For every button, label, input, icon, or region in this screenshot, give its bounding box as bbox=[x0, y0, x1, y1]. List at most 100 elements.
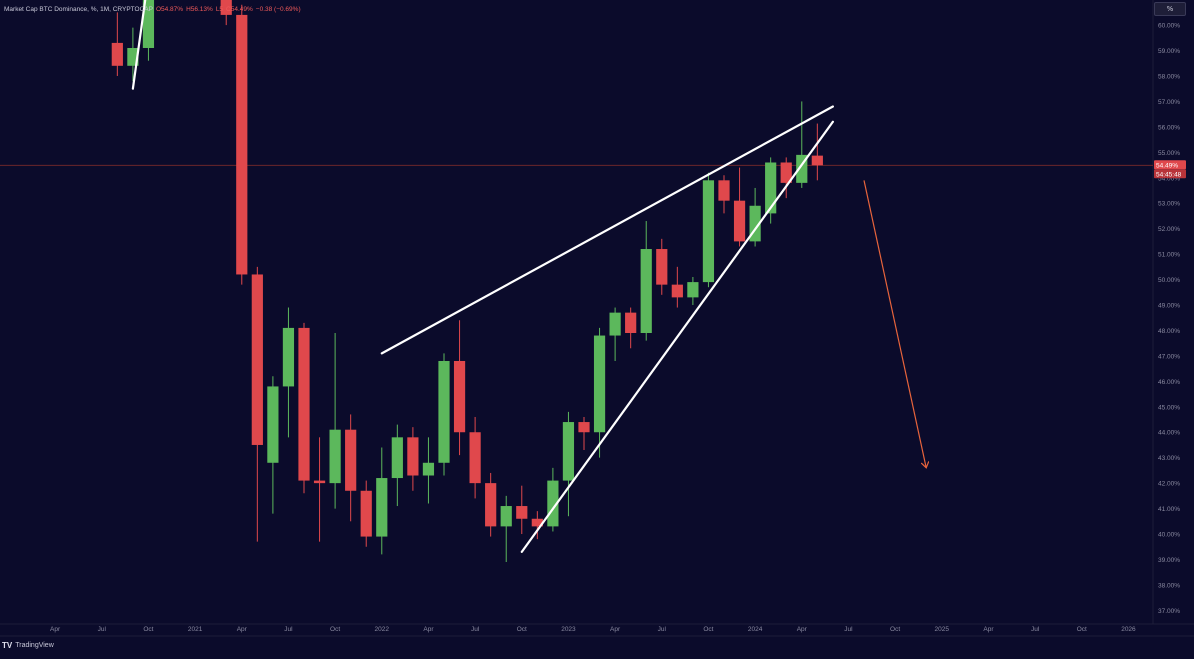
candle bbox=[531, 511, 543, 540]
candle bbox=[329, 332, 341, 509]
candle-body bbox=[811, 155, 823, 166]
candle bbox=[547, 467, 559, 532]
candle-body bbox=[578, 422, 590, 433]
candle-body bbox=[236, 14, 248, 275]
candle-body bbox=[625, 312, 637, 333]
time-axis-tick: 2025 bbox=[935, 626, 950, 633]
candle-body bbox=[796, 154, 808, 183]
price-axis-tick: 37.00% bbox=[1158, 608, 1180, 615]
time-axis[interactable]: Apr Jul Oct 2021 Apr Jul Oct 2022 Apr Jul Oct 2023 A… bbox=[50, 626, 1136, 633]
candle bbox=[718, 175, 730, 214]
tradingview-logo-icon: TV bbox=[2, 640, 13, 650]
candle bbox=[749, 187, 761, 247]
candle bbox=[220, 0, 232, 26]
candle-body bbox=[702, 180, 715, 283]
time-axis-tick: Jul bbox=[284, 626, 293, 633]
price-axis-tick: 43.00% bbox=[1158, 455, 1180, 462]
candle-body bbox=[640, 249, 652, 333]
time-axis-tick: 2024 bbox=[748, 626, 763, 633]
candle-body bbox=[360, 490, 372, 537]
candle bbox=[236, 4, 248, 285]
candle bbox=[345, 414, 357, 522]
candle bbox=[811, 123, 823, 181]
tradingview-brand[interactable]: TV TradingView bbox=[2, 637, 54, 653]
price-axis-tick: 57.00% bbox=[1158, 99, 1180, 106]
price-axis-tick: 54.00% bbox=[1158, 175, 1180, 182]
candle-body bbox=[345, 429, 357, 491]
candle bbox=[127, 27, 139, 82]
candle bbox=[562, 411, 575, 517]
time-axis-tick: Jul bbox=[658, 626, 667, 633]
time-axis-tick: Oct bbox=[330, 626, 340, 633]
candle-body bbox=[376, 478, 388, 537]
price-axis-tick: 42.00% bbox=[1158, 481, 1180, 488]
candle-body bbox=[547, 480, 559, 527]
candle-body bbox=[111, 42, 123, 66]
candle-body bbox=[469, 432, 481, 484]
candle bbox=[609, 307, 621, 361]
price-axis-tick: 41.00% bbox=[1158, 506, 1180, 513]
candle bbox=[251, 266, 263, 542]
percent-scale-button[interactable]: % bbox=[1154, 2, 1186, 16]
candle bbox=[282, 307, 295, 438]
price-axis-tick: 51.00% bbox=[1158, 252, 1180, 259]
candles-layer bbox=[111, 0, 823, 563]
price-axis[interactable]: 60.00% 59.00% 58.00% 57.00% 56.00% 55.00% 54.0… bbox=[1158, 23, 1180, 615]
change-value: −0.38 (−0.69%) bbox=[255, 5, 301, 13]
high-value: H56.13% bbox=[186, 5, 213, 13]
candle-body bbox=[127, 47, 139, 66]
time-axis-tick: Jul bbox=[471, 626, 480, 633]
candle bbox=[360, 480, 372, 547]
time-axis-tick: 2023 bbox=[561, 626, 576, 633]
candle-body bbox=[329, 429, 341, 484]
candle bbox=[391, 424, 403, 507]
candle bbox=[485, 472, 497, 537]
price-badges: 54.49% 54:45:48 bbox=[1154, 160, 1186, 179]
candle bbox=[702, 172, 715, 288]
forecast-arrow bbox=[863, 180, 926, 468]
time-axis-tick: Oct bbox=[703, 626, 713, 633]
candle-body bbox=[407, 437, 419, 476]
symbol-title[interactable]: Market Cap BTC Dominance, %, 1M, CRYPTOC… bbox=[4, 5, 153, 13]
candle bbox=[640, 221, 652, 341]
candle-body bbox=[671, 284, 683, 298]
price-axis-tick: 46.00% bbox=[1158, 379, 1180, 386]
time-axis-tick: Oct bbox=[143, 626, 153, 633]
candle bbox=[142, 0, 155, 61]
candle bbox=[765, 157, 777, 224]
candle bbox=[780, 157, 792, 199]
candle bbox=[687, 277, 699, 306]
candle bbox=[625, 307, 637, 349]
time-axis-tick: Oct bbox=[1077, 626, 1087, 633]
symbol-legend[interactable]: Market Cap BTC Dominance, %, 1M, CRYPTOC… bbox=[4, 2, 301, 16]
candle-body bbox=[220, 0, 232, 15]
time-axis-tick: Apr bbox=[797, 626, 808, 633]
candle bbox=[593, 327, 606, 458]
candle-body bbox=[516, 506, 528, 519]
price-axis-tick: 52.00% bbox=[1158, 226, 1180, 233]
time-axis-tick: Jul bbox=[844, 626, 853, 633]
time-axis-tick: Oct bbox=[890, 626, 900, 633]
candle-body bbox=[765, 162, 777, 214]
price-axis-tick: 53.00% bbox=[1158, 201, 1180, 208]
candle bbox=[796, 101, 808, 188]
close-value: C54.49% bbox=[226, 5, 253, 13]
candle-body bbox=[593, 335, 606, 433]
candle-body bbox=[718, 180, 730, 201]
time-axis-tick: Jul bbox=[1031, 626, 1040, 633]
candle-body bbox=[500, 506, 512, 527]
candle-body bbox=[267, 386, 279, 463]
candle-body bbox=[282, 327, 295, 387]
candle bbox=[469, 416, 481, 499]
time-axis-tick: Apr bbox=[983, 626, 994, 633]
last-price-badge-text: 54.49% bbox=[1156, 162, 1178, 169]
candle bbox=[313, 437, 326, 542]
candle-body bbox=[313, 480, 326, 484]
candle bbox=[438, 353, 450, 476]
candle-body bbox=[609, 312, 621, 336]
candle bbox=[671, 266, 683, 308]
price-axis-tick: 49.00% bbox=[1158, 303, 1180, 310]
time-axis-tick: Apr bbox=[237, 626, 248, 633]
